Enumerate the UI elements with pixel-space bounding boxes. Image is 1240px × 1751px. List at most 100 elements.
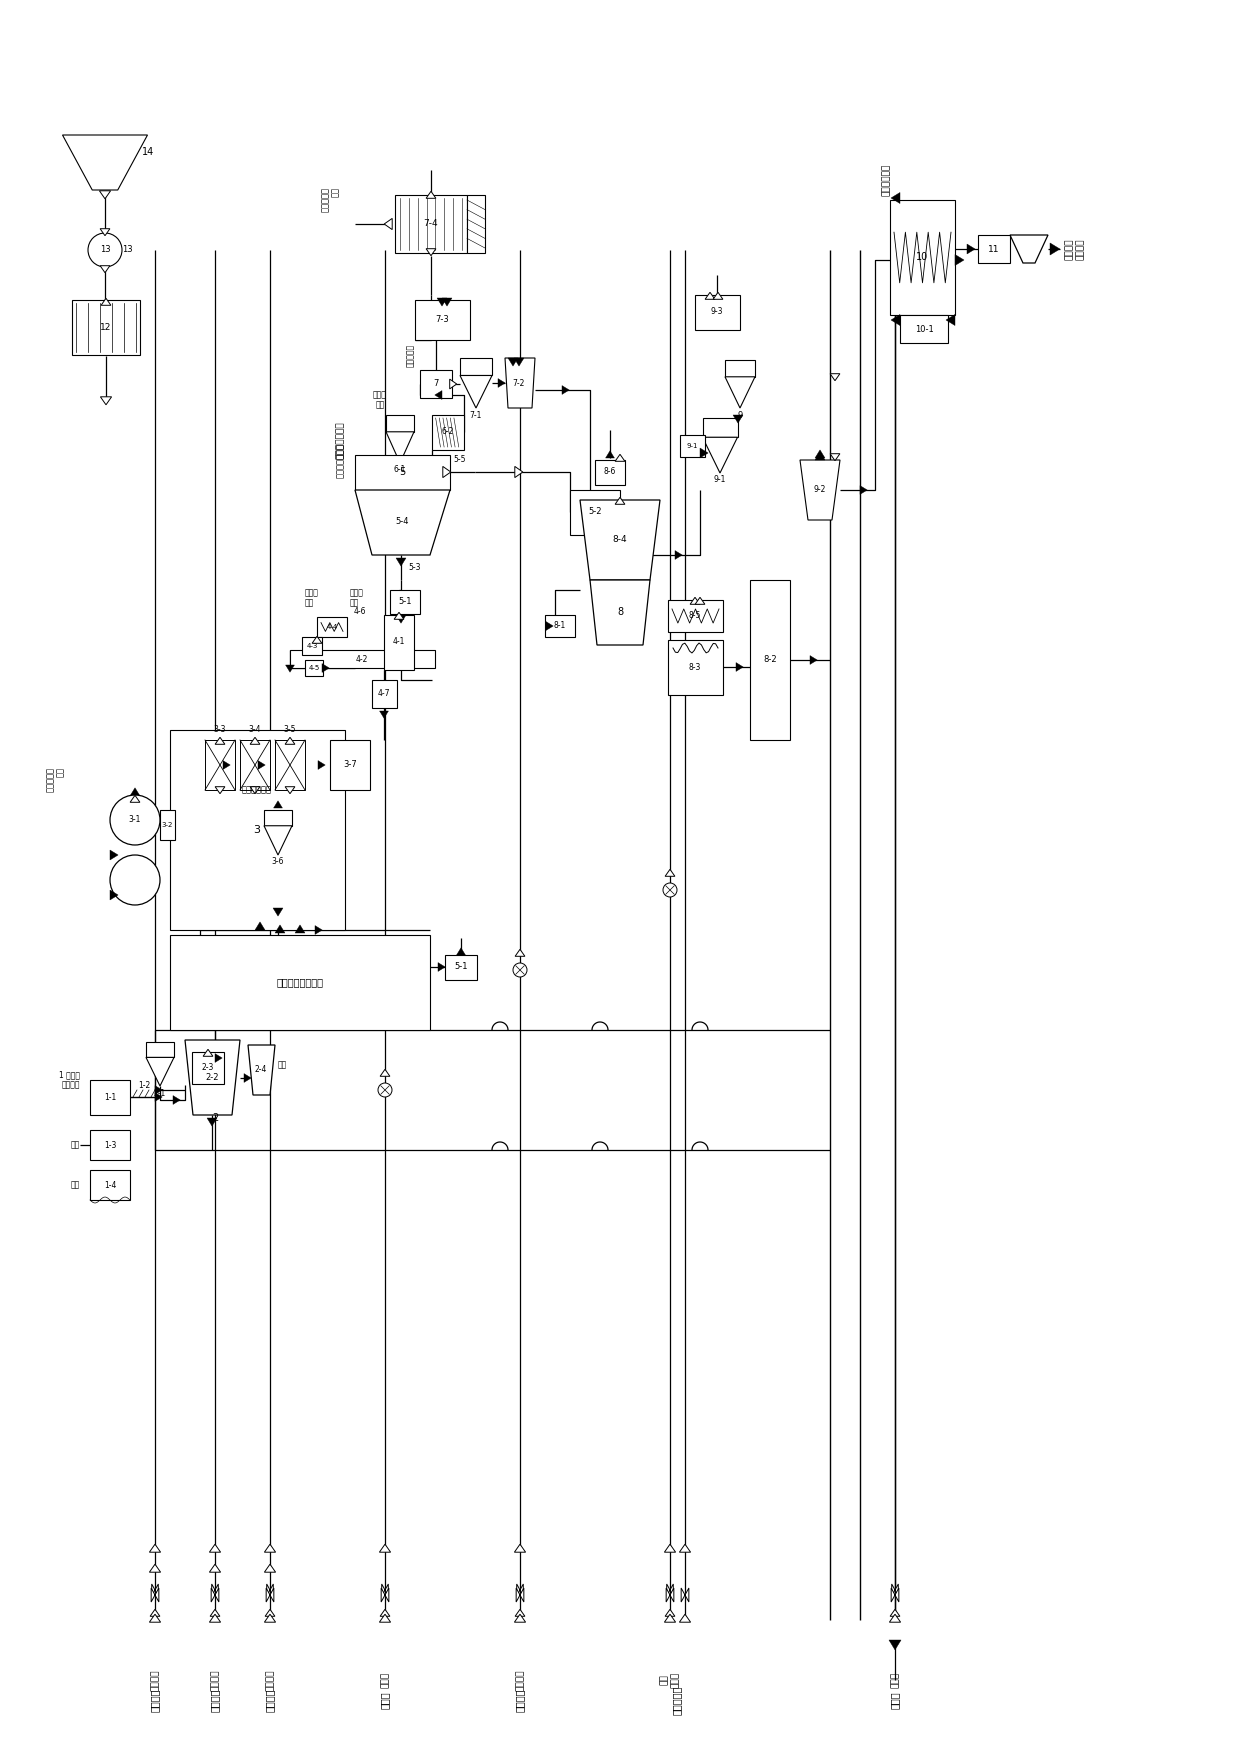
Polygon shape (696, 597, 704, 604)
Text: 净化氮气: 净化氮气 (516, 1669, 525, 1691)
Polygon shape (436, 298, 446, 306)
Polygon shape (515, 1544, 526, 1551)
Text: 送废气处理
系统: 送废气处理 系统 (321, 187, 340, 212)
Polygon shape (830, 454, 839, 461)
Polygon shape (150, 1609, 160, 1616)
Bar (384, 615, 414, 671)
Polygon shape (830, 373, 839, 380)
Polygon shape (505, 357, 534, 408)
Text: 3-4: 3-4 (249, 725, 262, 734)
Text: 5-1: 5-1 (398, 597, 412, 606)
Polygon shape (443, 466, 451, 478)
Polygon shape (250, 737, 260, 744)
Bar (668, 601, 723, 632)
Bar (668, 641, 723, 695)
Polygon shape (149, 1564, 161, 1572)
Polygon shape (562, 385, 569, 394)
Polygon shape (498, 378, 505, 387)
Text: 7-4: 7-4 (424, 219, 438, 228)
Bar (317, 616, 347, 637)
Text: 8-3: 8-3 (688, 662, 701, 671)
Text: 纯净水: 纯净水 (381, 1672, 389, 1688)
Text: 纯净水: 纯净水 (379, 1691, 391, 1709)
Polygon shape (210, 1614, 221, 1621)
Text: 6-2: 6-2 (441, 427, 454, 436)
Polygon shape (861, 485, 867, 494)
Polygon shape (665, 868, 675, 876)
Text: 硫磺: 硫磺 (278, 1061, 288, 1070)
Bar (546, 615, 575, 637)
Polygon shape (146, 1058, 174, 1086)
Text: 循环
冷却水: 循环 冷却水 (660, 1672, 680, 1688)
Bar (205, 741, 236, 790)
Polygon shape (155, 1086, 162, 1094)
Polygon shape (675, 550, 682, 559)
Circle shape (663, 883, 677, 897)
Text: 7-2: 7-2 (513, 378, 526, 387)
Polygon shape (737, 662, 743, 671)
Circle shape (513, 963, 527, 977)
Polygon shape (815, 452, 825, 461)
Polygon shape (605, 450, 614, 459)
Bar (595, 461, 625, 485)
Polygon shape (713, 292, 723, 299)
Text: 送废气处理系统: 送废气处理系统 (336, 443, 345, 478)
Polygon shape (396, 559, 405, 566)
Polygon shape (733, 415, 743, 424)
Text: 1-3: 1-3 (104, 1140, 117, 1149)
Text: 2-1: 2-1 (154, 1089, 166, 1098)
Text: 14: 14 (141, 147, 154, 158)
Bar (72, 299, 140, 355)
Polygon shape (1011, 235, 1048, 263)
Bar (694, 294, 740, 329)
Polygon shape (174, 1096, 180, 1105)
Text: 13: 13 (122, 245, 133, 254)
Text: 4-2: 4-2 (356, 655, 368, 664)
Polygon shape (322, 664, 329, 672)
Text: 含三氯
氧钒: 含三氯 氧钒 (305, 588, 319, 608)
Polygon shape (515, 949, 525, 956)
Polygon shape (681, 1588, 689, 1602)
Text: 压缩空气: 压缩空气 (265, 1688, 275, 1712)
Bar (445, 954, 477, 981)
Polygon shape (275, 925, 285, 933)
Polygon shape (212, 1585, 218, 1595)
Polygon shape (889, 1641, 901, 1649)
Polygon shape (210, 1609, 219, 1616)
Polygon shape (800, 461, 839, 520)
Text: 10: 10 (916, 252, 928, 263)
Polygon shape (215, 786, 224, 793)
Polygon shape (427, 249, 436, 256)
Polygon shape (460, 375, 492, 408)
Polygon shape (955, 254, 963, 266)
Polygon shape (273, 909, 283, 916)
Text: 氯源: 氯源 (71, 1140, 81, 1149)
Bar (978, 235, 1011, 263)
Bar (192, 1052, 224, 1084)
Polygon shape (110, 890, 118, 900)
Polygon shape (203, 1049, 213, 1056)
Polygon shape (701, 448, 708, 459)
Text: 高三氯
氧钒: 高三氯 氧钒 (350, 588, 363, 608)
Bar (570, 490, 620, 536)
Polygon shape (892, 193, 900, 203)
Polygon shape (215, 1054, 222, 1063)
Text: 循环冷却水: 循环冷却水 (672, 1684, 682, 1714)
Polygon shape (665, 1609, 675, 1616)
Polygon shape (267, 1585, 273, 1595)
Text: 去水冷却系统: 去水冷却系统 (882, 165, 890, 196)
Polygon shape (295, 925, 305, 933)
Polygon shape (274, 800, 283, 807)
Polygon shape (438, 963, 445, 972)
Polygon shape (250, 786, 260, 793)
Text: 12: 12 (100, 322, 112, 331)
Polygon shape (580, 501, 660, 580)
Polygon shape (130, 795, 140, 802)
Text: 9-1: 9-1 (714, 476, 727, 485)
Text: 5-5: 5-5 (453, 455, 465, 464)
Polygon shape (62, 135, 148, 191)
Bar (432, 415, 464, 450)
Bar (241, 741, 270, 790)
Polygon shape (258, 760, 265, 769)
Polygon shape (130, 788, 139, 795)
